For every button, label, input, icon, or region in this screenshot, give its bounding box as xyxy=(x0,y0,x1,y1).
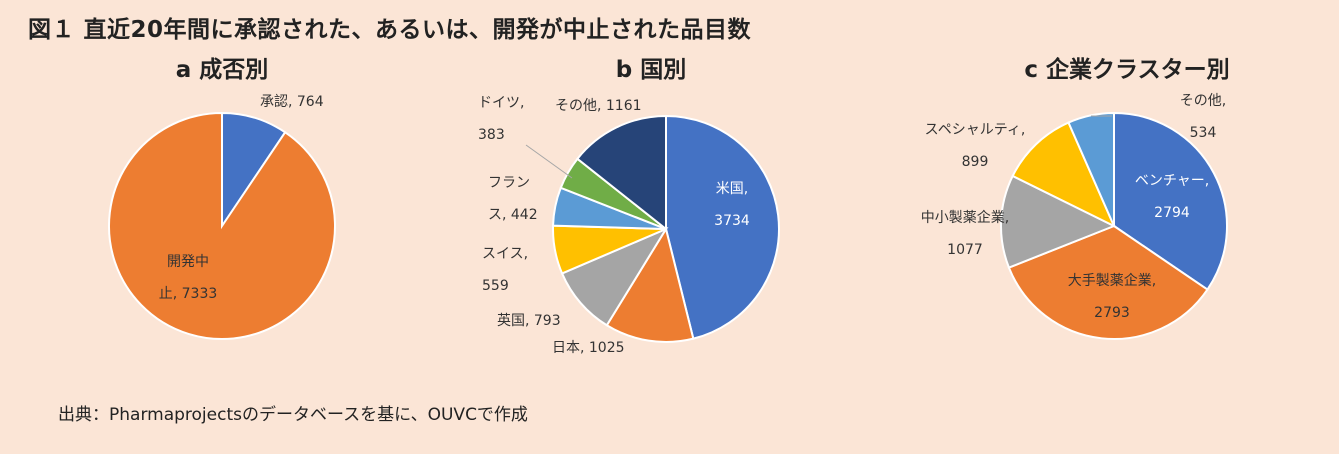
pie-slice-その他 xyxy=(576,114,667,232)
slice-label-フランス: フランス, 442 xyxy=(488,175,538,223)
pie-slice-日本 xyxy=(605,226,695,343)
slice-label-日本: 日本, 1025 xyxy=(552,340,625,356)
leader-line-ドイツ xyxy=(525,144,573,179)
slice-label-大手製薬企業: 大手製薬企業, 2793 xyxy=(1068,272,1156,321)
pie-slice-中小製薬企業 xyxy=(1000,174,1117,269)
source-note: 出典：Pharmaprojectsのデータベースを基に、OUVCで作成 xyxy=(58,405,528,425)
slice-label-スイス: スイス, 559 xyxy=(482,246,528,294)
pie-slice-スペシャルティ xyxy=(1011,121,1117,229)
chart-title-a: a 成否別 xyxy=(175,57,269,83)
slice-label-その他: その他, 534 xyxy=(1180,93,1226,141)
figure-title: 図１ 直近20年間に承認された、あるいは、開発が中止された品目数 xyxy=(28,17,752,43)
pie-slice-米国 xyxy=(665,114,781,340)
slice-label-スペシャルティ: スペシャルティ, 899 xyxy=(925,122,1026,170)
pie-slice-大手製薬企業 xyxy=(1007,224,1209,340)
pie-slice-ベンチャー xyxy=(1113,111,1228,291)
chart-title-b: b 国別 xyxy=(615,57,687,83)
slice-label-米国: 米国, 3734 xyxy=(714,181,750,229)
chart-title-c: c 企業クラスター別 xyxy=(1024,57,1230,83)
pie-slice-開発中止 xyxy=(108,111,336,340)
slice-label-ドイツ: ドイツ, 383 xyxy=(478,95,524,143)
slice-label-開発中止: 開発中止, 7333 xyxy=(159,254,218,302)
slice-label-英国: 英国, 793 xyxy=(497,312,561,329)
slice-label-中小製薬企業: 中小製薬企業, 1077 xyxy=(921,209,1009,258)
slice-label-承認: 承認, 764 xyxy=(260,94,324,110)
pie-slice-その他 xyxy=(1067,111,1115,227)
slice-label-ベンチャー: ベンチャー, 2794 xyxy=(1135,173,1209,221)
slice-label-その他: その他, 1161 xyxy=(555,98,642,114)
